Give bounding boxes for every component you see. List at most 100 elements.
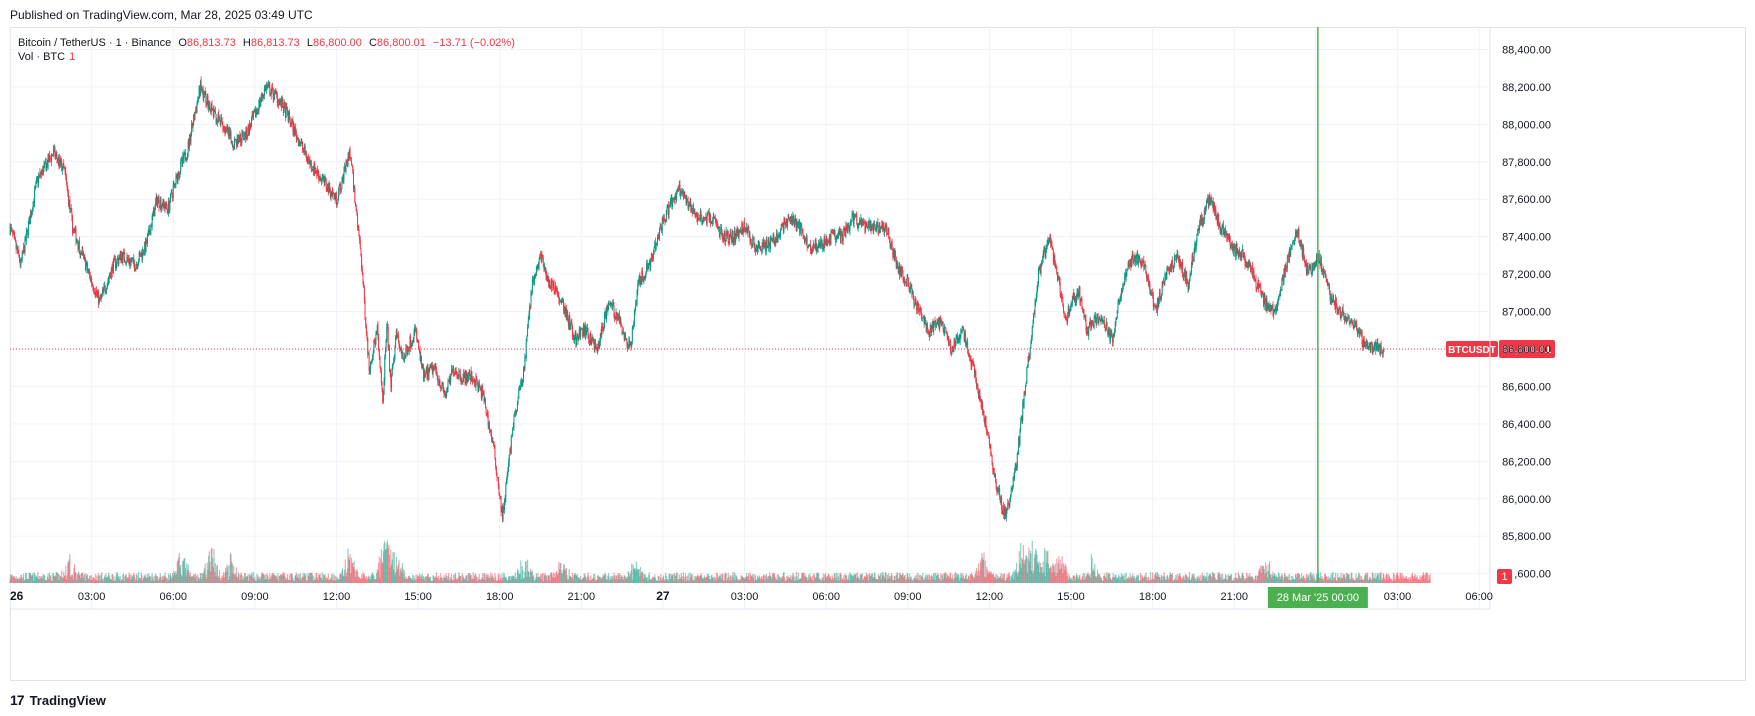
volume-bar	[303, 573, 306, 583]
volume-bar	[1068, 573, 1070, 583]
candle-body	[862, 222, 864, 223]
candle-body	[202, 89, 204, 99]
volume-bar	[151, 573, 153, 583]
volume-bar	[96, 575, 98, 583]
volume-bar	[1012, 571, 1014, 583]
candle-body	[833, 233, 835, 235]
volume-bar	[1013, 571, 1016, 583]
volume-bar	[867, 574, 869, 583]
volume-bar	[824, 574, 826, 583]
candle-body	[724, 233, 726, 242]
volume-bar	[1158, 576, 1161, 583]
volume-bar	[272, 574, 274, 583]
candle-body	[124, 260, 126, 263]
volume-bar	[601, 577, 604, 583]
volume-bar	[161, 580, 163, 583]
volume-bar	[156, 576, 159, 583]
candle-body	[454, 371, 456, 374]
volume-bar	[322, 574, 325, 583]
volume-bar	[651, 578, 653, 583]
volume-bar	[331, 574, 333, 583]
volume-bar	[441, 576, 443, 583]
volume-bar	[926, 574, 928, 583]
volume-bar	[666, 579, 668, 583]
volume-bar	[611, 579, 613, 583]
volume-bar	[1367, 579, 1369, 583]
candle-body	[801, 231, 803, 233]
volume-bar	[829, 576, 831, 583]
candle-body	[429, 365, 431, 368]
volume-bar	[765, 575, 767, 583]
volume-bar	[86, 574, 89, 583]
volume-bar	[169, 573, 172, 583]
volume-bar	[1213, 574, 1215, 583]
volume-bar	[1061, 556, 1063, 583]
candle-body	[269, 94, 271, 96]
volume-bar	[122, 573, 125, 583]
candle-body	[255, 109, 257, 117]
candle-body	[190, 134, 192, 143]
candle-body	[301, 141, 303, 143]
candle-body	[270, 92, 272, 96]
volume-bar	[153, 575, 155, 583]
volume-bar	[1361, 579, 1363, 583]
volume-bar	[145, 577, 147, 583]
candle-body	[41, 169, 43, 173]
volume-bar	[503, 577, 505, 583]
volume-bar	[784, 580, 786, 583]
volume-bar	[1246, 578, 1248, 583]
candle-body	[144, 242, 146, 254]
volume-bar	[1258, 568, 1261, 583]
volume-bar	[1410, 580, 1412, 583]
candle-body	[860, 218, 862, 221]
candle-body	[236, 137, 238, 146]
volume-bar	[191, 576, 193, 583]
volume-bar	[205, 574, 207, 583]
candle-body	[634, 308, 636, 311]
candle-body	[540, 255, 542, 260]
candle-body	[133, 263, 135, 271]
candle-body	[893, 250, 895, 259]
volume-bar	[484, 580, 487, 583]
candle-body	[892, 250, 894, 258]
candle-body	[229, 132, 231, 136]
candle-body	[449, 375, 451, 383]
candle-body	[496, 473, 498, 478]
candle-body	[467, 372, 469, 382]
candle-body	[279, 100, 281, 102]
volume-bar	[898, 578, 900, 583]
volume-bar	[1130, 577, 1132, 583]
candle-body	[711, 222, 713, 224]
candle-body	[725, 240, 727, 242]
candle-body	[364, 301, 366, 318]
volume-bar	[799, 578, 801, 583]
volume-bar	[867, 580, 869, 583]
volume-bar	[716, 573, 718, 583]
volume-bar	[1252, 577, 1254, 583]
volume-bar	[1364, 574, 1366, 583]
candle-body	[475, 377, 477, 388]
volume-bar	[360, 577, 362, 583]
volume-bar	[152, 580, 155, 583]
candle-body	[469, 373, 471, 380]
volume-bar	[1264, 562, 1267, 583]
volume-bar	[458, 575, 461, 583]
volume-bar	[968, 576, 970, 583]
candle-body	[660, 225, 662, 230]
candle-body	[589, 333, 591, 341]
volume-bar	[319, 573, 321, 583]
candle-body	[752, 236, 754, 241]
volume-bar	[253, 579, 255, 583]
volume-bar	[1191, 574, 1193, 583]
volume-bar	[1307, 574, 1309, 583]
candle-body	[975, 370, 977, 382]
volume-bar	[906, 573, 908, 583]
candle-body	[868, 221, 870, 223]
volume-bar	[726, 580, 728, 583]
volume-bar	[321, 572, 323, 583]
volume-bar	[1331, 572, 1333, 583]
candle-body	[487, 413, 489, 426]
volume-bar	[509, 579, 512, 583]
candle-body	[235, 139, 237, 141]
